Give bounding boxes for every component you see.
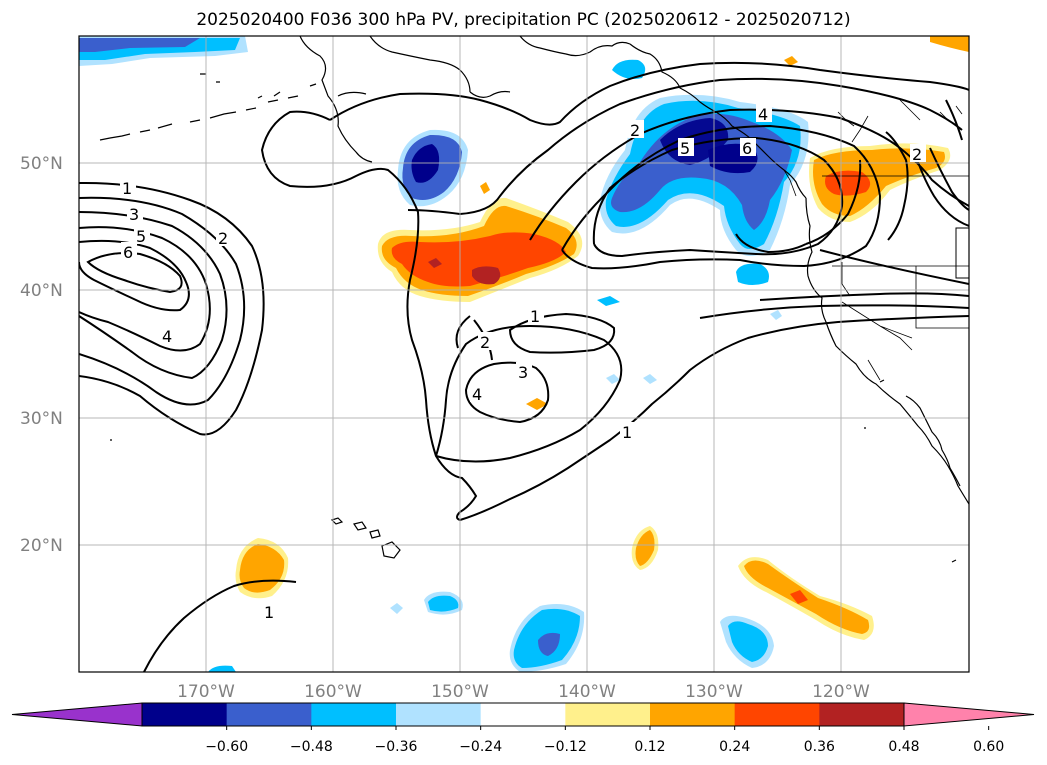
longitude-labels: 170°W 160°W 150°W 140°W 130°W 120°W bbox=[177, 682, 870, 702]
lat-label-30n: 30°N bbox=[20, 409, 63, 429]
colorbar-cell bbox=[311, 703, 397, 726]
colorbar-tick-label: −0.24 bbox=[459, 739, 502, 755]
contour-label-4-mid: 4 bbox=[472, 385, 482, 404]
pv-contours bbox=[79, 61, 969, 672]
colorbar-cell bbox=[480, 703, 566, 726]
contour-label-2-mid: 2 bbox=[480, 333, 490, 352]
precip-positive-fields bbox=[235, 36, 969, 640]
colorbar-cell bbox=[734, 703, 820, 726]
north-america-west-coast bbox=[805, 197, 969, 505]
colorbar-tick-label: 0.36 bbox=[804, 739, 835, 755]
colorbar-tick-label: −0.60 bbox=[205, 739, 248, 755]
contour-label-1-south: 1 bbox=[622, 423, 632, 442]
map-frame bbox=[78, 35, 970, 673]
contour-label-1-sw: 1 bbox=[264, 603, 274, 622]
colorbar-tick-label: 0.60 bbox=[973, 739, 1004, 755]
lon-label-130w: 130°W bbox=[685, 682, 743, 702]
contour-label-6-ne: 6 bbox=[742, 139, 752, 158]
colorbar-tick-label: −0.12 bbox=[544, 739, 587, 755]
lon-label-150w: 150°W bbox=[431, 682, 489, 702]
chart-title: 2025020400 F036 300 hPa PV, precipitatio… bbox=[196, 10, 851, 30]
colorbar-cell bbox=[819, 703, 905, 726]
contour-label-5: 5 bbox=[136, 227, 146, 246]
contour-label-5-ne: 5 bbox=[680, 139, 690, 158]
contour-label-4: 4 bbox=[162, 327, 172, 346]
lon-label-120w: 120°W bbox=[812, 682, 870, 702]
colorbar-cell bbox=[142, 703, 228, 726]
contour-label-2-east: 2 bbox=[912, 145, 922, 164]
graticule bbox=[79, 36, 969, 672]
latitude-labels: 50°N 40°N 30°N 20°N bbox=[20, 154, 63, 556]
colorbar-extend-high bbox=[903, 702, 1035, 727]
contour-label-2-ne: 2 bbox=[630, 121, 640, 140]
colorbar-tick-label: 0.48 bbox=[888, 739, 919, 755]
contour-label-6: 6 bbox=[123, 243, 133, 262]
colorbar-cell bbox=[565, 703, 651, 726]
lon-label-140w: 140°W bbox=[558, 682, 616, 702]
colorbar-cell bbox=[650, 703, 736, 726]
colorbar-tick-label: −0.48 bbox=[290, 739, 333, 755]
map-background bbox=[79, 36, 969, 672]
colorbar-extend-low bbox=[11, 702, 143, 727]
colorbar-tick-label: 0.12 bbox=[634, 739, 665, 755]
lon-label-170w: 170°W bbox=[177, 682, 235, 702]
contour-label-1-mid: 1 bbox=[530, 307, 540, 326]
colorbar-cell bbox=[396, 703, 482, 726]
lat-label-40n: 40°N bbox=[20, 281, 63, 301]
colorbar: −0.60 −0.48 −0.36 −0.24 −0.12 0.12 0.24 0.36 0.4… bbox=[11, 702, 1035, 755]
coastlines bbox=[99, 36, 969, 563]
hawaii-islands bbox=[330, 517, 401, 559]
alaska-coast bbox=[299, 36, 807, 199]
colorbar-cell bbox=[226, 703, 312, 726]
contour-label-3-mid: 3 bbox=[518, 363, 528, 382]
lon-label-160w: 160°W bbox=[304, 682, 362, 702]
contour-label-1: 1 bbox=[122, 179, 132, 198]
colorbar-tick-label: −0.36 bbox=[375, 739, 418, 755]
lat-label-20n: 20°N bbox=[20, 536, 63, 556]
contour-label-2: 2 bbox=[218, 229, 228, 248]
contour-label-4-ne: 4 bbox=[758, 105, 768, 124]
contour-label-3: 3 bbox=[129, 205, 139, 224]
pv-contour-labels: 1 3 5 6 2 4 2 5 4 6 1 2 3 4 1 1 2 bbox=[120, 104, 926, 622]
colorbar-tick-label: 0.24 bbox=[719, 739, 750, 755]
lat-label-50n: 50°N bbox=[20, 154, 63, 174]
precip-blob-northcoast bbox=[612, 59, 646, 79]
